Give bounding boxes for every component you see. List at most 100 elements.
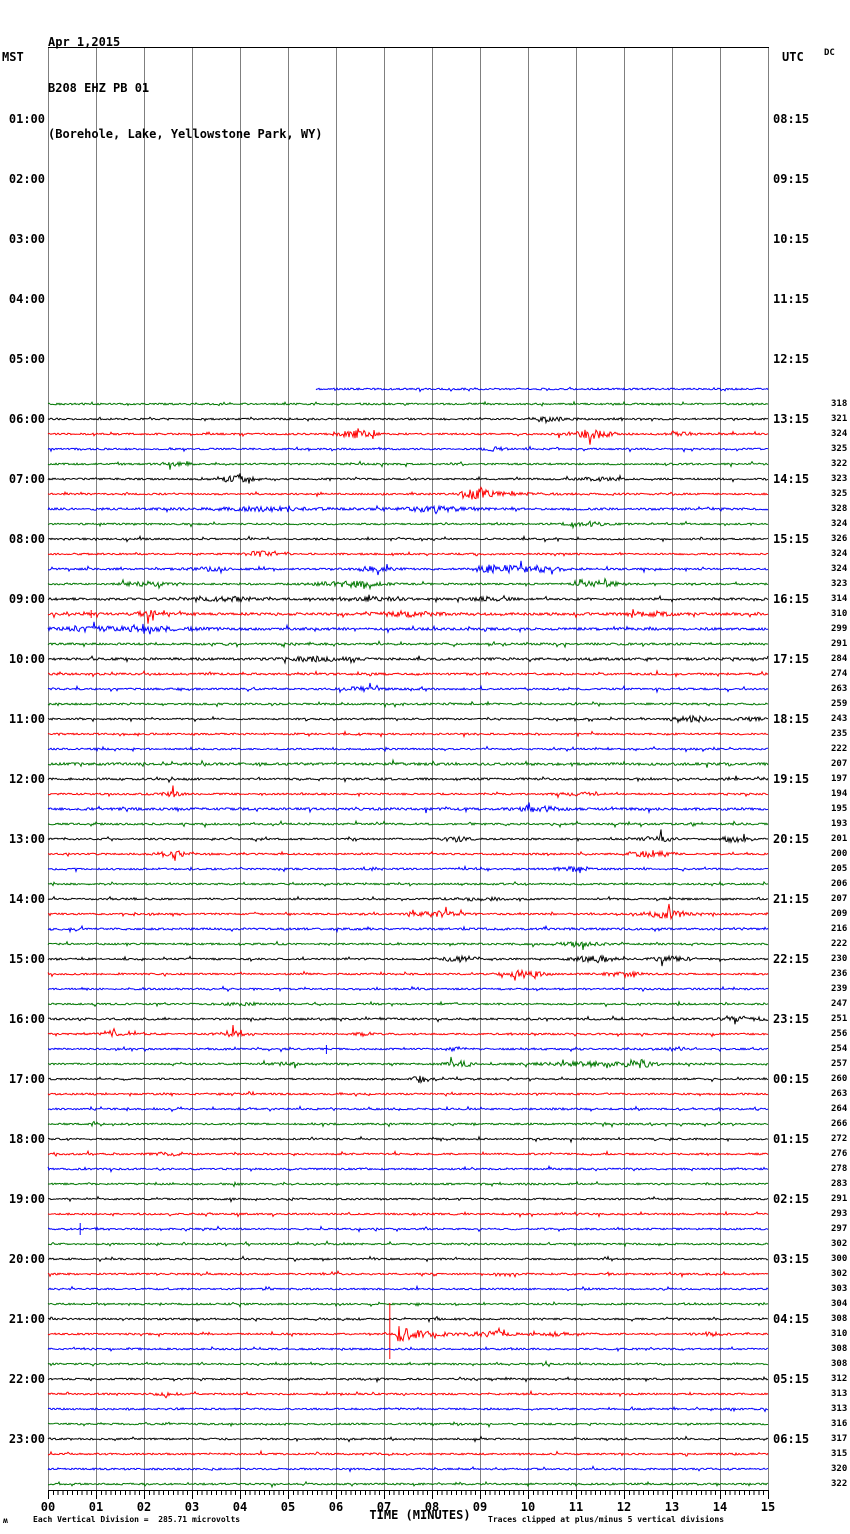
utc-hour-label: 03:15 bbox=[773, 1252, 810, 1266]
dc-value: 320 bbox=[831, 1464, 848, 1474]
dc-value: 207 bbox=[831, 759, 848, 769]
dc-value: 256 bbox=[831, 1029, 848, 1039]
trace-row bbox=[47, 1090, 769, 1098]
trace-row bbox=[47, 785, 769, 799]
trace-row bbox=[47, 415, 769, 425]
trace-row bbox=[315, 386, 769, 393]
trace-row bbox=[47, 940, 769, 950]
trace-row bbox=[48, 1480, 769, 1489]
dc-value: 278 bbox=[831, 1164, 848, 1174]
x-tick-label: 00 bbox=[40, 1500, 56, 1514]
trace-row bbox=[47, 968, 769, 981]
trace-row bbox=[47, 903, 769, 921]
mst-hour-label: 20:00 bbox=[8, 1252, 45, 1266]
mst-hour-label: 06:00 bbox=[8, 412, 45, 426]
dc-value: 239 bbox=[831, 984, 848, 994]
trace-row bbox=[47, 682, 769, 694]
dc-value: 193 bbox=[831, 819, 848, 829]
trace-row bbox=[47, 924, 769, 934]
mst-hour-label: 12:00 bbox=[8, 772, 45, 786]
mst-hour-label: 21:00 bbox=[8, 1312, 45, 1326]
mst-hour-label: 01:00 bbox=[8, 112, 45, 126]
mst-hour-label: 15:00 bbox=[8, 952, 45, 966]
trace-row bbox=[47, 621, 769, 635]
trace-row bbox=[47, 1014, 769, 1025]
trace-row bbox=[47, 594, 769, 604]
utc-hour-label: 01:15 bbox=[773, 1132, 810, 1146]
mst-hour-label: 11:00 bbox=[8, 712, 45, 726]
trace-row bbox=[47, 895, 769, 903]
trace-row bbox=[47, 758, 769, 768]
trace-row bbox=[47, 802, 769, 815]
trace-row bbox=[47, 745, 769, 753]
x-tick-label: 09 bbox=[472, 1500, 488, 1514]
trace-row bbox=[47, 445, 769, 453]
trace-row bbox=[47, 1180, 769, 1188]
dc-value: 293 bbox=[831, 1209, 848, 1219]
utc-hour-label: 21:15 bbox=[773, 892, 810, 906]
dc-value: 308 bbox=[831, 1344, 848, 1354]
trace-row bbox=[47, 829, 769, 844]
trace-row bbox=[47, 1303, 769, 1359]
dc-value: 325 bbox=[831, 444, 848, 454]
trace-row bbox=[47, 428, 769, 445]
dc-value: 324 bbox=[831, 519, 848, 529]
dc-value: 325 bbox=[831, 489, 848, 499]
mst-hour-label: 16:00 bbox=[8, 1012, 45, 1026]
mst-hour-label: 04:00 bbox=[8, 292, 45, 306]
trace-row bbox=[47, 1465, 769, 1473]
dc-value: 323 bbox=[831, 579, 848, 589]
dc-value: 324 bbox=[831, 564, 848, 574]
dc-value: 312 bbox=[831, 1374, 848, 1384]
mst-hour-label: 22:00 bbox=[8, 1372, 45, 1386]
dc-value: 297 bbox=[831, 1224, 848, 1234]
trace-row bbox=[47, 1389, 769, 1399]
trace-row bbox=[47, 1359, 769, 1368]
dc-value: 323 bbox=[831, 474, 848, 484]
utc-hour-label: 22:15 bbox=[773, 952, 810, 966]
title-station: B208 EHZ PB 01 bbox=[48, 81, 150, 95]
mst-hour-label: 02:00 bbox=[8, 172, 45, 186]
utc-hour-label: 15:15 bbox=[773, 532, 810, 546]
utc-hour-label: 08:15 bbox=[773, 112, 810, 126]
dc-value: 222 bbox=[831, 744, 848, 754]
trace-row bbox=[47, 1315, 769, 1324]
dc-value: 206 bbox=[831, 879, 848, 889]
trace-row bbox=[47, 1240, 769, 1248]
x-tick-label: 14 bbox=[712, 1500, 728, 1514]
utc-hour-label: 20:15 bbox=[773, 832, 810, 846]
trace-row bbox=[47, 400, 769, 407]
dc-value: 264 bbox=[831, 1104, 848, 1114]
trace-row bbox=[47, 473, 769, 484]
dc-value: 194 bbox=[831, 789, 848, 799]
title-location: (Borehole, Lake, Yellowstone Park, WY) bbox=[48, 127, 323, 141]
trace-row bbox=[47, 849, 769, 861]
dc-value: 272 bbox=[831, 1134, 848, 1144]
utc-hour-label: 10:15 bbox=[773, 232, 810, 246]
x-tick-label: 02 bbox=[136, 1500, 152, 1514]
dc-value: 302 bbox=[831, 1239, 848, 1249]
trace-row bbox=[47, 700, 768, 709]
utc-hour-label: 19:15 bbox=[773, 772, 810, 786]
dc-value: 283 bbox=[831, 1179, 848, 1189]
dc-value: 243 bbox=[831, 714, 848, 724]
trace-row bbox=[47, 1255, 769, 1263]
trace-row bbox=[47, 609, 769, 624]
mst-hour-label: 05:00 bbox=[8, 352, 45, 366]
utc-hour-label: 11:15 bbox=[773, 292, 810, 306]
right-axis-label: UTC bbox=[782, 50, 804, 64]
dc-value: 276 bbox=[831, 1149, 848, 1159]
x-tick-label: 11 bbox=[568, 1500, 584, 1514]
trace-row bbox=[47, 714, 768, 724]
x-tick-label: 06 bbox=[328, 1500, 344, 1514]
dc-value: 322 bbox=[831, 459, 848, 469]
dc-value: 303 bbox=[831, 1284, 848, 1294]
dc-value: 230 bbox=[831, 954, 848, 964]
mst-hour-label: 17:00 bbox=[8, 1072, 45, 1086]
dc-value: 254 bbox=[831, 1044, 848, 1054]
dc-value: 266 bbox=[831, 1119, 848, 1129]
trace-row bbox=[48, 1405, 769, 1413]
trace-row bbox=[47, 577, 769, 591]
trace-row bbox=[47, 1000, 769, 1008]
